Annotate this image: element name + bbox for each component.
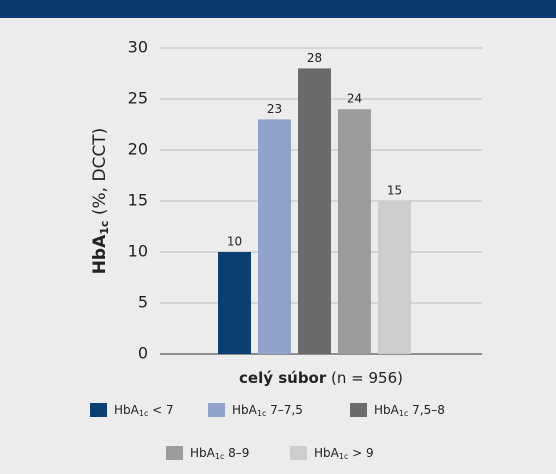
- y-tick-label: 30: [128, 38, 148, 57]
- legend-swatch: [208, 403, 225, 417]
- bar: [258, 119, 291, 355]
- value-label: 15: [387, 184, 402, 198]
- legend-label: HbA1c < 7: [114, 403, 174, 418]
- legend-label: HbA1c > 9: [314, 446, 374, 461]
- legend-prefix: HbA: [114, 403, 140, 417]
- y-label-main: HbA: [90, 234, 110, 274]
- y-label-sub: 1c: [98, 221, 111, 235]
- y-tick-label: 25: [128, 89, 148, 108]
- value-label: 23: [267, 102, 282, 116]
- y-tick-label: 0: [138, 344, 148, 363]
- value-label: 10: [227, 235, 242, 249]
- legend-label: HbA1c 7–7,5: [232, 403, 303, 418]
- header-band: [0, 0, 556, 18]
- legend-sub: 1c: [339, 452, 349, 461]
- legend-sub: 1c: [215, 452, 225, 461]
- y-tick-label: 20: [128, 140, 148, 159]
- bar: [218, 252, 251, 354]
- legend-label: HbA1c 8–9: [190, 446, 249, 461]
- legend-sub: 1c: [399, 409, 409, 418]
- legend-name: 8–9: [224, 446, 249, 460]
- legend-sub: 1c: [257, 409, 267, 418]
- legend-prefix: HbA: [314, 446, 340, 460]
- legend-name: < 7: [148, 403, 173, 417]
- legend-prefix: HbA: [190, 446, 216, 460]
- y-tick-label: 15: [128, 191, 148, 210]
- bar: [338, 109, 371, 354]
- legend-prefix: HbA: [232, 403, 258, 417]
- legend-name: 7–7,5: [266, 403, 303, 417]
- value-label: 24: [347, 92, 362, 106]
- legend-name: > 9: [348, 446, 373, 460]
- legend-swatch: [166, 446, 183, 460]
- x-label-rest: (n = 956): [326, 369, 403, 387]
- legend-sub: 1c: [139, 409, 149, 418]
- value-label: 28: [307, 51, 322, 65]
- y-axis-label: HbA1c (%, DCCT): [90, 128, 111, 275]
- legend-name: 7,5–8: [408, 403, 445, 417]
- bar: [378, 201, 411, 354]
- x-axis-label: celý súbor (n = 956): [239, 369, 403, 387]
- y-tick-label: 10: [128, 242, 148, 261]
- legend-swatch: [90, 403, 107, 417]
- y-label-rest: (%, DCCT): [90, 128, 110, 221]
- y-tick-label: 5: [138, 293, 148, 312]
- legend-label: HbA1c 7,5–8: [374, 403, 445, 418]
- legend-prefix: HbA: [374, 403, 400, 417]
- legend-swatch: [350, 403, 367, 417]
- legend-swatch: [290, 446, 307, 460]
- bar: [298, 68, 331, 355]
- x-label-main: celý súbor: [239, 369, 327, 387]
